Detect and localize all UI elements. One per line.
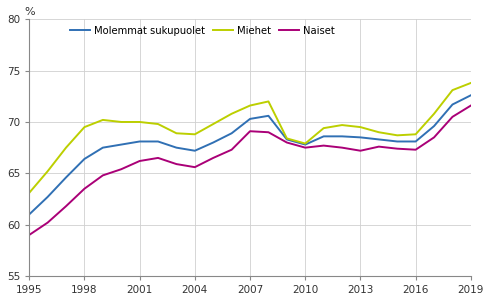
Miehet: [266, 100, 272, 103]
Naiset: [155, 156, 161, 160]
Molemmat sukupuolet: [339, 134, 345, 138]
Naiset: [229, 148, 235, 152]
Molemmat sukupuolet: [173, 146, 179, 149]
Naiset: [284, 141, 290, 144]
Miehet: [321, 126, 327, 130]
Molemmat sukupuolet: [376, 138, 382, 141]
Molemmat sukupuolet: [321, 134, 327, 138]
Miehet: [63, 146, 69, 149]
Naiset: [136, 159, 142, 163]
Naiset: [247, 129, 253, 133]
Naiset: [302, 146, 308, 149]
Naiset: [192, 165, 198, 169]
Miehet: [27, 191, 32, 195]
Molemmat sukupuolet: [118, 143, 124, 146]
Miehet: [210, 122, 216, 126]
Miehet: [229, 112, 235, 116]
Miehet: [45, 169, 51, 173]
Naiset: [321, 144, 327, 147]
Molemmat sukupuolet: [210, 141, 216, 144]
Miehet: [431, 112, 437, 116]
Naiset: [339, 146, 345, 149]
Naiset: [118, 167, 124, 171]
Naiset: [45, 221, 51, 224]
Miehet: [155, 122, 161, 126]
Molemmat sukupuolet: [82, 157, 87, 161]
Naiset: [210, 156, 216, 160]
Naiset: [394, 147, 400, 150]
Line: Miehet: Miehet: [29, 83, 471, 193]
Naiset: [27, 233, 32, 237]
Molemmat sukupuolet: [394, 140, 400, 143]
Molemmat sukupuolet: [247, 117, 253, 121]
Miehet: [376, 130, 382, 134]
Molemmat sukupuolet: [284, 138, 290, 141]
Miehet: [468, 81, 474, 85]
Molemmat sukupuolet: [229, 131, 235, 135]
Molemmat sukupuolet: [468, 93, 474, 97]
Line: Naiset: Naiset: [29, 105, 471, 235]
Naiset: [82, 187, 87, 191]
Molemmat sukupuolet: [45, 195, 51, 199]
Naiset: [100, 174, 106, 177]
Molemmat sukupuolet: [431, 124, 437, 128]
Miehet: [284, 137, 290, 140]
Miehet: [302, 142, 308, 145]
Molemmat sukupuolet: [27, 213, 32, 216]
Miehet: [450, 88, 456, 92]
Molemmat sukupuolet: [413, 140, 419, 143]
Naiset: [413, 148, 419, 152]
Molemmat sukupuolet: [357, 136, 363, 139]
Legend: Molemmat sukupuolet, Miehet, Naiset: Molemmat sukupuolet, Miehet, Naiset: [70, 26, 334, 36]
Naiset: [357, 149, 363, 153]
Line: Molemmat sukupuolet: Molemmat sukupuolet: [29, 95, 471, 214]
Miehet: [100, 118, 106, 122]
Text: %: %: [24, 7, 34, 17]
Miehet: [394, 133, 400, 137]
Miehet: [136, 120, 142, 124]
Miehet: [357, 125, 363, 129]
Naiset: [173, 162, 179, 166]
Naiset: [450, 115, 456, 119]
Naiset: [63, 204, 69, 208]
Molemmat sukupuolet: [192, 149, 198, 153]
Naiset: [431, 136, 437, 139]
Miehet: [192, 133, 198, 136]
Molemmat sukupuolet: [100, 146, 106, 149]
Miehet: [118, 120, 124, 124]
Miehet: [339, 123, 345, 127]
Molemmat sukupuolet: [155, 140, 161, 143]
Molemmat sukupuolet: [136, 140, 142, 143]
Miehet: [413, 133, 419, 136]
Molemmat sukupuolet: [450, 103, 456, 106]
Naiset: [266, 130, 272, 134]
Molemmat sukupuolet: [302, 143, 308, 146]
Miehet: [173, 131, 179, 135]
Molemmat sukupuolet: [266, 114, 272, 117]
Molemmat sukupuolet: [63, 176, 69, 179]
Naiset: [468, 104, 474, 107]
Miehet: [247, 104, 253, 107]
Naiset: [376, 145, 382, 149]
Miehet: [82, 125, 87, 129]
